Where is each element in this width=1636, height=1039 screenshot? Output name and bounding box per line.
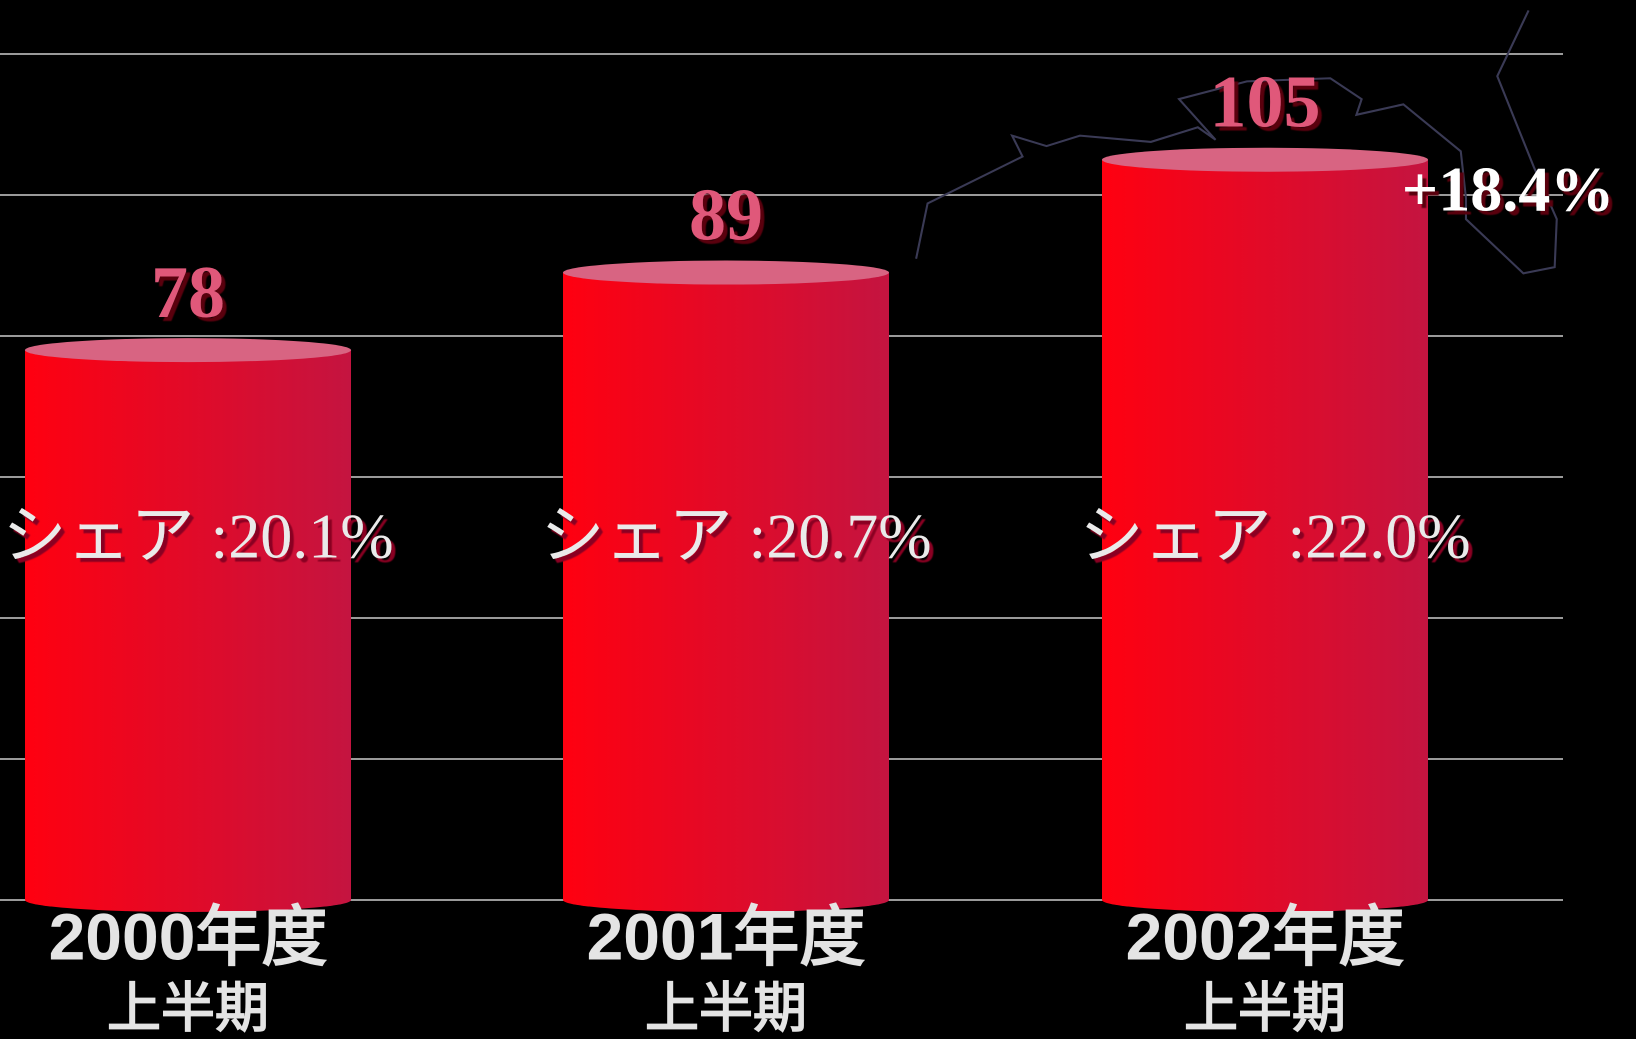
x-tick-label: 2002年度 (1126, 899, 1405, 973)
bar (25, 350, 351, 913)
x-tick-label: 上半期 (107, 978, 269, 1038)
share-label: シェア :20.7% (540, 501, 931, 572)
value-label: 78 (151, 252, 225, 334)
bar (1102, 159, 1428, 912)
x-tick-label: 上半期 (645, 978, 807, 1038)
bar-top (563, 260, 889, 285)
share-label: シェア :22.0% (1079, 501, 1470, 572)
x-tick-label: 2001年度 (587, 899, 866, 973)
value-label: 89 (689, 175, 763, 257)
share-label: シェア :20.1% (2, 501, 393, 572)
bar-top (1102, 147, 1428, 172)
bar (563, 272, 889, 912)
decorative-outline (915, 9, 1558, 275)
x-tick-label: 上半期 (1184, 978, 1346, 1038)
value-label: 105 (1210, 62, 1321, 144)
growth-label: +18.4% (1402, 154, 1614, 225)
bar-top (25, 338, 351, 363)
x-tick-label: 2000年度 (49, 899, 328, 973)
